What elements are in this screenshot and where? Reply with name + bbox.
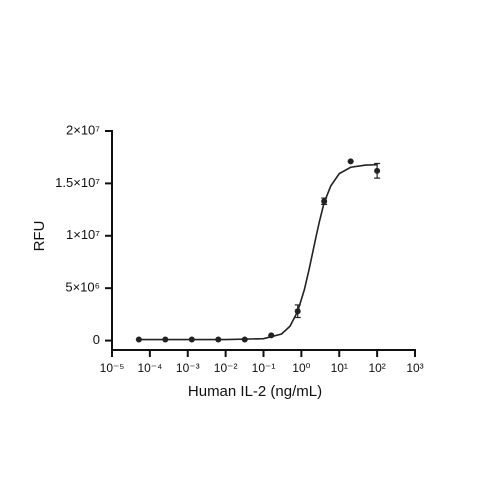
fit-curve [138,163,378,341]
x-tick-label: 10² [368,361,385,375]
data-point [347,158,354,165]
data-point [215,336,222,343]
data-point [162,336,169,343]
x-tick-label: 10⁻² [214,361,238,375]
x-tick-label: 10⁰ [292,361,310,375]
x-axis-label: Human IL-2 (ng/mL) [188,383,322,400]
y-tick-label: 2×10⁷ [66,122,100,137]
y-tick-label: 1×10⁷ [66,227,100,242]
y-tick-label: 1.5×10⁷ [55,175,100,190]
x-tick-label: 10³ [406,361,423,375]
data-point [294,308,301,315]
x-tick-label: 10⁻⁵ [100,361,125,375]
x-tick-label: 10⁻¹ [252,361,276,375]
y-axis-label: RFU [31,221,48,252]
data-point [268,332,275,339]
y-tick-label: 5×10⁶ [65,280,100,295]
x-tick-label: 10⁻³ [176,361,200,375]
data-point [135,336,142,343]
data-point [374,167,381,174]
data-point [241,336,248,343]
x-tick-label: 10¹ [331,361,348,375]
data-point [321,198,328,205]
x-tick-label: 10⁻⁴ [137,361,162,375]
data-point [188,336,195,343]
y-tick-label: 0 [93,332,100,347]
